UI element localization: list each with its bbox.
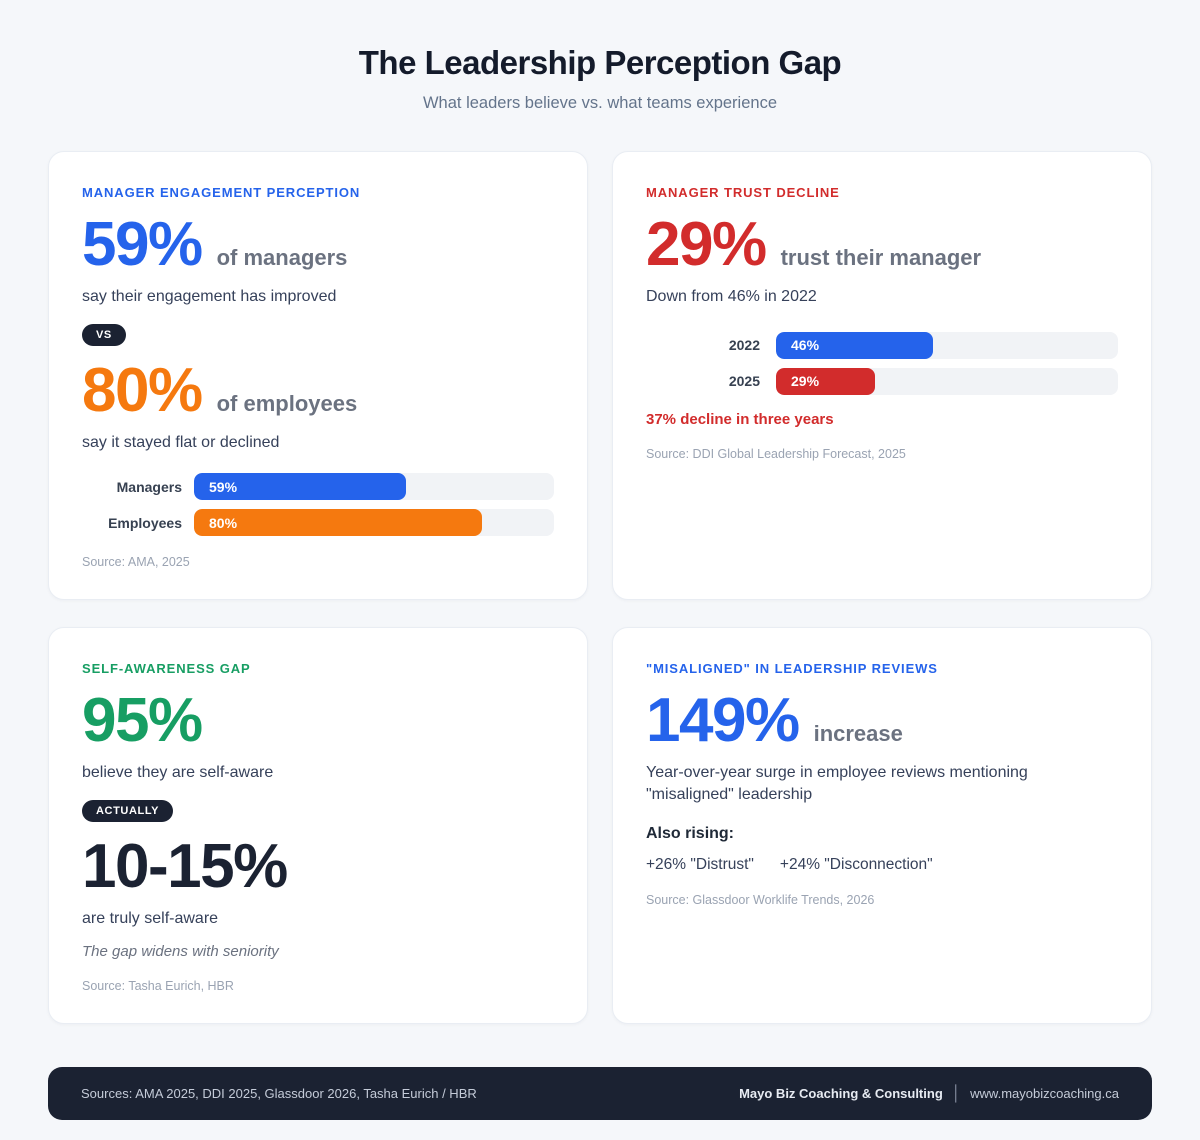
bar-value-2025: 29% bbox=[791, 373, 820, 390]
actual-stat-value: 10-15% bbox=[82, 831, 288, 901]
rising-item-disconnection: +24% "Disconnection" bbox=[779, 856, 933, 874]
footer-website: www.mayobizcoaching.ca bbox=[970, 1086, 1119, 1102]
bar-track: 59% bbox=[194, 473, 554, 501]
awareness-believe-stat: 95% bbox=[82, 690, 554, 752]
rising-items: +26% "Distrust" +24% "Disconnection" bbox=[646, 856, 1118, 874]
card-misaligned-header: "Misaligned" in leadership reviews bbox=[646, 661, 938, 677]
card-grid: Manager engagement perception 59% of man… bbox=[48, 151, 1152, 1025]
awareness-source: Source: Tasha Eurich, HBR bbox=[82, 979, 234, 994]
actually-badge: ACTUALLY bbox=[82, 799, 174, 822]
believe-stat-value: 95% bbox=[82, 686, 203, 756]
trust-stat-value: 29% bbox=[646, 210, 767, 279]
trust-source: Source: DDI Global Leadership Forecast, … bbox=[646, 446, 906, 461]
bar-track: 29% bbox=[776, 367, 1118, 395]
page-header: The Leadership Perception Gap What leade… bbox=[0, 0, 1200, 113]
bar-value-employees: 80% bbox=[209, 514, 238, 531]
bar-value-managers: 59% bbox=[209, 478, 238, 495]
bar-fill-2025: 29% bbox=[776, 367, 876, 395]
footer-branding: Mayo Biz Coaching & Consulting │ www.may… bbox=[739, 1085, 1119, 1102]
bar-value-2022: 46% bbox=[791, 337, 820, 354]
bar-label-2022: 2022 bbox=[728, 337, 760, 354]
employees-stat-suffix: of employees bbox=[216, 390, 358, 416]
believe-stat-desc: believe they are self-aware bbox=[82, 764, 274, 782]
misaligned-stat-suffix: increase bbox=[813, 721, 903, 747]
awareness-actual-stat: 10-15% bbox=[82, 831, 554, 901]
misaligned-stat: 149% increase bbox=[646, 690, 1118, 752]
managers-stat-desc: say their engagement has improved bbox=[82, 288, 337, 305]
bar-fill-employees: 80% bbox=[194, 509, 482, 537]
engagement-managers-stat: 59% of managers bbox=[82, 214, 554, 276]
trust-stat-desc: Down from 46% in 2022 bbox=[646, 288, 817, 305]
managers-stat-suffix: of managers bbox=[216, 245, 348, 270]
card-trust-header: Manager trust decline bbox=[646, 185, 840, 200]
employees-stat-value: 80% bbox=[82, 355, 203, 425]
card-awareness-header: Self-awareness gap bbox=[82, 661, 251, 677]
bar-track: 46% bbox=[776, 331, 1118, 359]
page-subtitle: What leaders believe vs. what teams expe… bbox=[422, 94, 777, 112]
card-engagement-perception: Manager engagement perception 59% of man… bbox=[48, 151, 588, 601]
also-rising-label: Also rising: bbox=[646, 825, 735, 843]
card-engagement-header: Manager engagement perception bbox=[82, 185, 361, 200]
footer-separator: │ bbox=[951, 1085, 962, 1103]
bar-row-2025: 2025 29% bbox=[646, 367, 1118, 395]
engagement-employees-stat: 80% of employees bbox=[82, 355, 554, 425]
page-title: The Leadership Perception Gap bbox=[358, 44, 842, 81]
trust-stat-suffix: trust their manager bbox=[780, 245, 982, 270]
trust-bar-chart: 2022 46% 2025 29% bbox=[646, 331, 1118, 395]
awareness-note: The gap widens with seniority bbox=[82, 943, 279, 961]
card-trust-decline: Manager trust decline 29% trust their ma… bbox=[612, 151, 1152, 601]
actual-stat-desc: are truly self-aware bbox=[82, 909, 219, 927]
employees-stat-desc: say it stayed flat or declined bbox=[82, 433, 280, 451]
card-self-awareness-gap: Self-awareness gap 95% believe they are … bbox=[48, 627, 588, 1025]
bar-track: 80% bbox=[194, 509, 554, 537]
bar-fill-2022: 46% bbox=[776, 331, 934, 359]
bar-row-2022: 2022 46% bbox=[646, 331, 1118, 359]
vs-badge: VS bbox=[82, 323, 126, 346]
footer-bar: Sources: AMA 2025, DDI 2025, Glassdoor 2… bbox=[48, 1067, 1152, 1121]
misaligned-stat-value: 149% bbox=[646, 686, 800, 756]
footer-sources: Sources: AMA 2025, DDI 2025, Glassdoor 2… bbox=[81, 1086, 477, 1102]
bar-label-managers: Managers bbox=[116, 478, 182, 495]
trust-stat: 29% trust their manager bbox=[646, 214, 1118, 276]
bar-label-employees: Employees bbox=[108, 514, 182, 531]
rising-item-distrust: +26% "Distrust" bbox=[646, 856, 754, 874]
card-misaligned-reviews: "Misaligned" in leadership reviews 149% … bbox=[612, 627, 1152, 1025]
misaligned-source: Source: Glassdoor Worklife Trends, 2026 bbox=[646, 893, 875, 908]
managers-stat-value: 59% bbox=[82, 210, 203, 279]
engagement-source: Source: AMA, 2025 bbox=[82, 555, 190, 570]
bar-row-managers: Managers 59% bbox=[82, 473, 554, 501]
bar-row-employees: Employees 80% bbox=[82, 509, 554, 537]
misaligned-stat-desc: Year-over-year surge in employee reviews… bbox=[646, 764, 1028, 803]
bar-fill-managers: 59% bbox=[194, 473, 407, 501]
engagement-bar-chart: Managers 59% Employees 80% bbox=[82, 473, 554, 537]
footer-brand-name: Mayo Biz Coaching & Consulting bbox=[739, 1086, 943, 1102]
trust-decline-highlight: 37% decline in three years bbox=[646, 410, 834, 428]
bar-label-2025: 2025 bbox=[728, 373, 760, 390]
